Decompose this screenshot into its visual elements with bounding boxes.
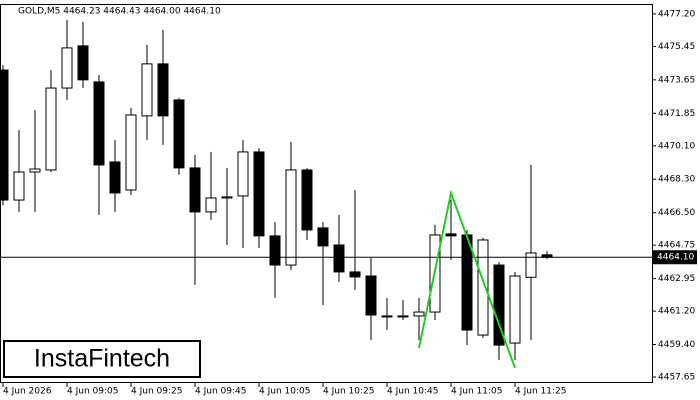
x-tick-label: 4 Jun 09:05 bbox=[67, 387, 118, 397]
candle-body bbox=[125, 114, 137, 191]
candle-body bbox=[157, 63, 169, 117]
x-tick-label: 4 Jun 11:25 bbox=[515, 387, 566, 397]
candle-body bbox=[349, 271, 361, 278]
candle-body bbox=[13, 171, 25, 201]
y-tick-label: 4462.95 bbox=[658, 274, 695, 284]
x-tick-label: 4 Jun 2026 bbox=[3, 387, 52, 397]
y-tick-label: 4468.30 bbox=[658, 175, 695, 185]
y-tick-label: 4475.45 bbox=[658, 42, 695, 52]
candle-body bbox=[189, 167, 201, 213]
candle-body bbox=[0, 69, 9, 201]
current-price-label: 4464.10 bbox=[657, 253, 694, 263]
candle-body bbox=[381, 315, 393, 318]
current-price-box bbox=[653, 250, 697, 265]
candle-body bbox=[45, 87, 57, 171]
x-tick-label: 4 Jun 11:05 bbox=[451, 387, 502, 397]
candle-body bbox=[29, 168, 41, 173]
candle-body bbox=[173, 99, 185, 169]
candle-body bbox=[525, 252, 537, 278]
candle-body bbox=[61, 47, 73, 89]
x-tick-label: 4 Jun 10:25 bbox=[323, 387, 374, 397]
candle-body bbox=[141, 63, 153, 117]
pattern-line bbox=[418, 189, 516, 369]
candle-body bbox=[237, 151, 249, 197]
candle-body bbox=[77, 45, 89, 81]
y-tick-label: 4459.40 bbox=[658, 340, 695, 350]
candle-body bbox=[413, 311, 425, 317]
y-tick-label: 4461.20 bbox=[658, 307, 695, 317]
candle-body bbox=[397, 315, 409, 318]
candle-body bbox=[365, 275, 377, 316]
candle-body bbox=[509, 275, 521, 344]
candle-body bbox=[205, 197, 217, 213]
y-tick-label: 4470.10 bbox=[658, 141, 695, 151]
x-tick-label: 4 Jun 10:45 bbox=[387, 387, 438, 397]
y-tick-label: 4464.75 bbox=[658, 241, 695, 251]
candle-body bbox=[109, 161, 121, 194]
candle-body bbox=[317, 227, 329, 247]
y-tick-label: 4473.65 bbox=[658, 75, 695, 85]
candle-body bbox=[333, 244, 345, 273]
candle-body bbox=[285, 169, 297, 266]
watermark-box bbox=[3, 340, 201, 378]
candle-body bbox=[461, 234, 473, 331]
candle-body bbox=[221, 196, 233, 199]
y-tick-label: 4466.50 bbox=[658, 208, 695, 218]
candle-body bbox=[93, 81, 105, 166]
x-tick-label: 4 Jun 09:25 bbox=[131, 387, 182, 397]
y-tick-label: 4477.20 bbox=[658, 9, 695, 19]
candle-body bbox=[253, 151, 265, 237]
watermark: InstaFintech bbox=[34, 345, 170, 373]
chart-title: GOLD,M5 4464.23 4464.43 4464.00 4464.10 bbox=[18, 7, 221, 17]
y-tick-label: 4457.65 bbox=[658, 373, 695, 383]
candle-body bbox=[477, 239, 489, 336]
y-tick-label: 4471.85 bbox=[658, 109, 695, 119]
candle-body bbox=[269, 235, 281, 266]
x-tick-label: 4 Jun 09:45 bbox=[195, 387, 246, 397]
candle-body bbox=[301, 169, 313, 231]
x-tick-label: 4 Jun 10:05 bbox=[259, 387, 310, 397]
candle-body bbox=[493, 264, 505, 346]
candle-body bbox=[445, 233, 457, 237]
